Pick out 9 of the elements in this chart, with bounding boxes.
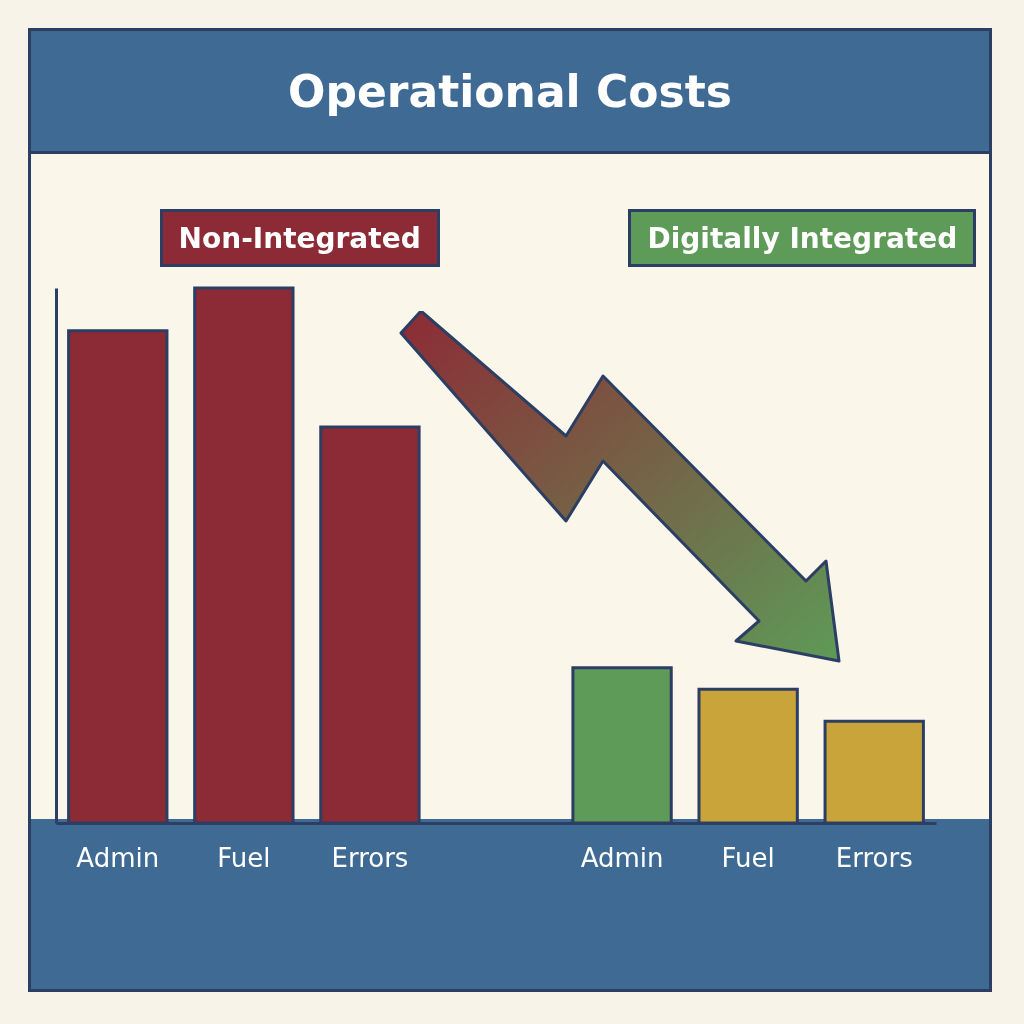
x-tick-label: Fuel — [217, 842, 271, 873]
text: Digitally Integrated — [628, 209, 977, 267]
x-tick-label: Fuel — [721, 842, 775, 873]
series-label: Non-Integrated — [159, 209, 440, 267]
x-tick-label: Admin — [580, 842, 664, 873]
chart-title: Operational Costs — [31, 31, 989, 154]
x-tick-label: Errors — [835, 842, 913, 873]
x-tick-label: Errors — [331, 842, 409, 873]
x-tick-label: Admin — [76, 842, 160, 873]
